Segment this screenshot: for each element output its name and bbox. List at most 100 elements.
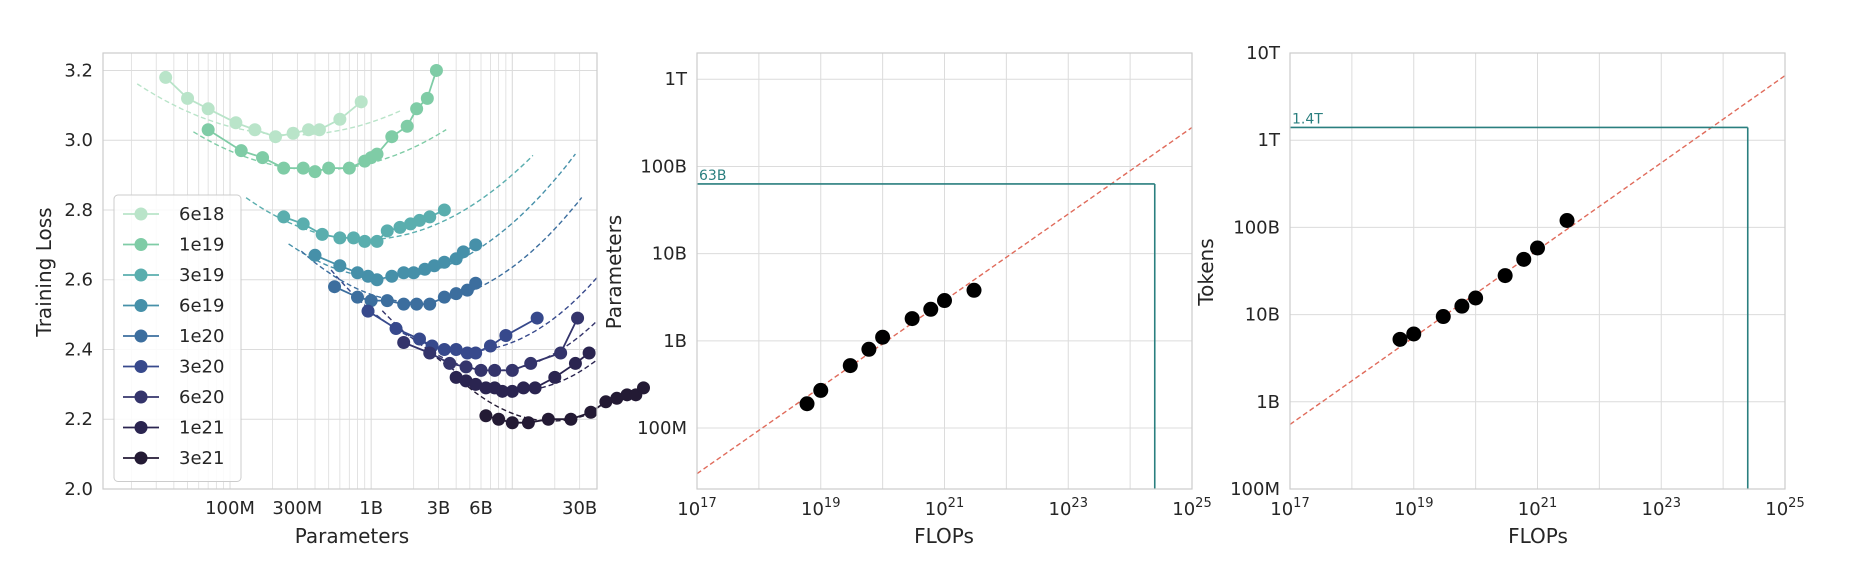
data-point (1497, 268, 1513, 284)
fit-curve-6e18 (136, 83, 401, 136)
point-3e19 (423, 210, 437, 224)
point-1e20 (437, 290, 451, 304)
legend-marker-1e21 (134, 421, 148, 434)
point-6e18 (302, 123, 316, 137)
point-1e19 (256, 151, 270, 165)
point-3e19 (393, 220, 407, 234)
point-6e20 (423, 346, 437, 360)
params-chart-annotation: 63B (697, 168, 1156, 489)
y-tick-label: 10T (1246, 43, 1281, 64)
series-line-6e20 (403, 317, 579, 372)
y-tick-label: 1B (1256, 392, 1280, 413)
point-1e21 (582, 346, 596, 360)
tokens-chart-annotation: 1.4T (1290, 111, 1749, 489)
point-6e20 (474, 363, 488, 377)
x-tick-label: 1021 (1518, 496, 1557, 520)
params-chart-frame (696, 52, 1193, 490)
point-1e19 (234, 144, 248, 158)
x-tick-label: 1023 (1642, 496, 1681, 520)
point-1e19 (385, 130, 399, 144)
data-point (923, 301, 939, 317)
data-point (813, 382, 829, 398)
x-tick-label: 1B (359, 498, 383, 519)
data-point (1392, 331, 1408, 347)
point-3e20 (530, 311, 544, 325)
data-point (1435, 309, 1451, 325)
legend-marker-1e20 (134, 329, 148, 343)
legend-label-6e20: 6e20 (179, 387, 224, 408)
point-3e21 (541, 412, 555, 426)
point-1e20 (397, 297, 411, 311)
point-3e21 (610, 391, 624, 405)
point-3e21 (564, 412, 578, 426)
point-3e20 (449, 342, 463, 356)
tokens-chart-frame (1289, 52, 1786, 490)
data-point (1406, 326, 1422, 342)
params-chart-tick-labels: 100M 1B 10B 100B 1T 1017 1019 1021 1023 1025 (637, 69, 1212, 520)
data-point (904, 311, 920, 327)
loss-vs-parameters-chart: 2.0 2.2 2.4 2.6 2.8 3.0 3.2 100M 300M 1B 3B 6B 30B P… (32, 52, 650, 548)
y-tick-label: 100B (1233, 217, 1280, 238)
legend-label-3e20: 3e20 (179, 357, 224, 378)
legend-marker-6e19 (134, 299, 148, 312)
x-tick-label: 1025 (1765, 496, 1804, 520)
x-tick-label: 1017 (677, 496, 716, 520)
point-1e19 (322, 161, 336, 175)
params-chart-points (799, 282, 982, 412)
point-6e18 (181, 91, 195, 105)
point-6e19 (385, 269, 399, 283)
point-6e20 (554, 346, 568, 360)
point-1e19 (410, 102, 424, 116)
point-1e19 (420, 91, 434, 105)
y-tick-label: 2.6 (64, 270, 93, 291)
legend-label-3e19: 3e19 (179, 265, 224, 286)
point-1e21 (528, 381, 542, 395)
point-6e20 (524, 356, 538, 370)
data-point (842, 358, 858, 374)
point-1e21 (505, 384, 519, 398)
point-3e19 (315, 227, 329, 241)
point-3e19 (413, 213, 427, 227)
point-6e18 (286, 126, 300, 140)
point-3e19 (370, 234, 384, 248)
point-3e20 (437, 342, 451, 356)
point-1e21 (516, 381, 530, 395)
point-1e20 (410, 297, 424, 311)
point-6e19 (333, 259, 347, 273)
point-1e19 (370, 147, 384, 161)
point-6e20 (571, 311, 585, 325)
x-tick-label: 1019 (801, 496, 840, 520)
point-1e21 (469, 377, 483, 391)
x-tick-label: 100M (205, 498, 255, 519)
loss-chart-xlabel: Parameters (295, 524, 409, 548)
x-tick-label: 6B (469, 498, 493, 519)
point-6e19 (308, 248, 322, 262)
data-point (1530, 240, 1545, 256)
y-tick-label: 1T (665, 69, 688, 90)
point-6e18 (201, 102, 215, 116)
params-chart-fit-line (696, 126, 1193, 475)
data-point (799, 396, 815, 412)
legend-marker-6e20 (134, 390, 148, 404)
fit-curve-1e19 (193, 129, 447, 171)
loss-chart-points (159, 63, 650, 430)
y-tick-label: 1T (1258, 130, 1281, 151)
loss-chart-ylabel: Training Loss (32, 207, 56, 337)
point-6e18 (333, 112, 347, 126)
loss-chart-axes-frame (102, 52, 598, 490)
y-tick-label: 10B (1245, 305, 1280, 326)
y-tick-label: 3.2 (64, 60, 93, 81)
y-tick-label: 2.4 (64, 339, 93, 360)
point-6e19 (427, 259, 441, 273)
p2-axes-frame (1289, 52, 1786, 490)
point-3e21 (584, 405, 598, 419)
point-3e19 (358, 234, 372, 248)
tokens-chart-xlabel: FLOPs (1508, 524, 1568, 548)
point-1e20 (350, 290, 364, 304)
y-tick-label: 1B (663, 331, 687, 352)
point-3e19 (437, 203, 451, 217)
legend-label-1e19: 1e19 (179, 235, 224, 256)
y-tick-label: 10B (652, 244, 687, 265)
